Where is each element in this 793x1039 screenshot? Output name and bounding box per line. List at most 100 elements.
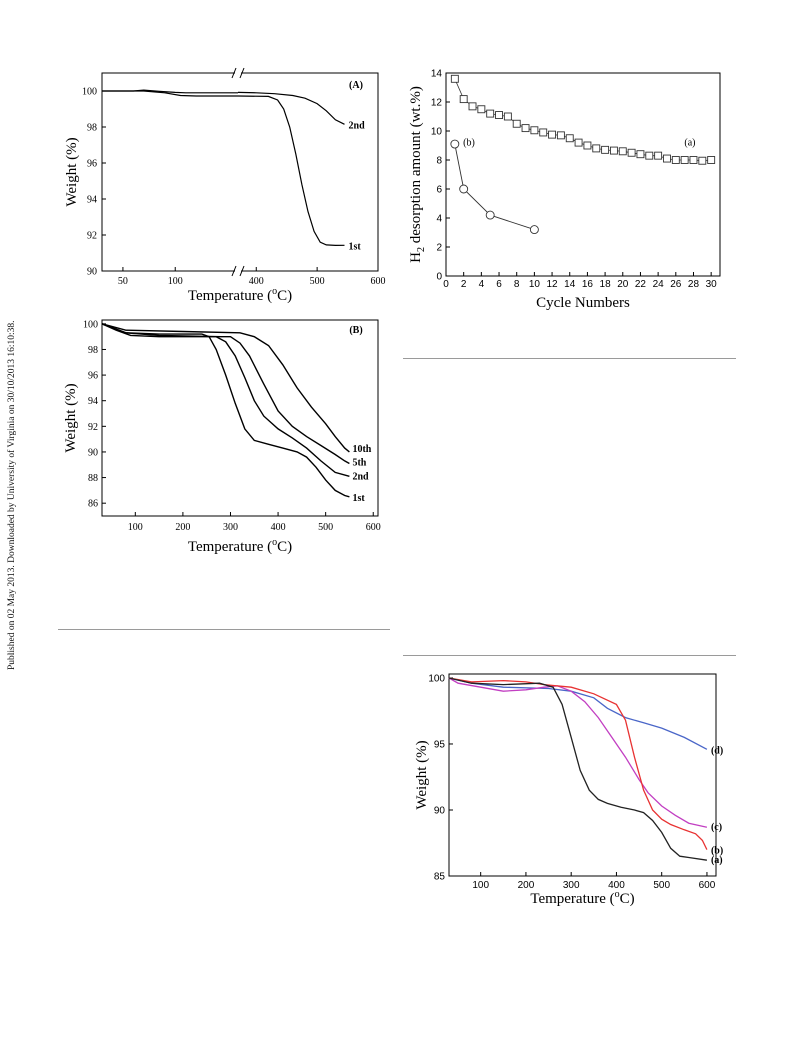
series-label: 1st — [352, 493, 365, 504]
y-tick-label: 95 — [434, 739, 446, 750]
series-label: 10th — [352, 444, 371, 455]
x-tick-label: 500 — [318, 522, 333, 533]
x-tick-label: 12 — [547, 279, 559, 290]
series-label: 2nd — [349, 120, 366, 131]
data-point-square — [512, 119, 521, 128]
data-point-square — [450, 74, 459, 83]
series-label: 2nd — [352, 471, 369, 482]
series-label: (c) — [711, 822, 722, 833]
y-tick-label: 100 — [428, 673, 445, 684]
x-tick-label: 24 — [653, 279, 665, 290]
panel-label: (A) — [349, 80, 363, 91]
y-tick-label: 96 — [87, 159, 97, 170]
data-point-square — [486, 109, 495, 118]
y-tick-label: 2 — [436, 243, 442, 254]
y-tick-label: 96 — [88, 371, 98, 382]
series-line-(b) — [448, 677, 708, 850]
data-point-square — [645, 151, 654, 160]
x-tick-label: 400 — [249, 276, 264, 287]
series-label-b: (b) — [463, 138, 475, 149]
plot-frame — [101, 72, 379, 272]
x-tick-label: 400 — [271, 522, 286, 533]
data-point-square — [707, 156, 716, 164]
y-tick-label: 88 — [88, 473, 98, 484]
plot-frame — [445, 72, 721, 277]
x-axis-label: Temperature (oC) — [530, 889, 634, 907]
y-tick-label: 8 — [436, 156, 442, 167]
plot-frame — [101, 319, 379, 517]
x-axis-label: Cycle Numbers — [536, 295, 630, 311]
x-tick-label: 20 — [617, 279, 629, 290]
series-label: 5th — [352, 457, 366, 468]
x-tick-label: 8 — [514, 279, 520, 290]
x-tick-label: 200 — [175, 522, 190, 533]
y-tick-label: 90 — [434, 805, 446, 816]
x-tick-label: 600 — [371, 276, 386, 287]
x-tick-label: 600 — [366, 522, 381, 533]
series-line-(d) — [448, 677, 708, 750]
data-point-square — [495, 111, 503, 120]
series-line-2nd — [101, 323, 350, 477]
data-point-square — [565, 134, 574, 143]
x-tick-label: 400 — [608, 880, 625, 891]
data-point-square — [663, 154, 671, 163]
series-label-a: (a) — [684, 138, 695, 149]
data-point-square — [671, 156, 680, 164]
axis-break-mark — [239, 67, 245, 79]
y-axis-label: Weight (%) — [414, 740, 430, 809]
data-point-square — [530, 126, 539, 135]
x-tick-label: 16 — [582, 279, 594, 290]
data-point-square — [521, 124, 530, 133]
x-axis-label: Temperature (oC) — [188, 286, 292, 304]
data-point-square — [503, 112, 512, 121]
data-point-circle — [485, 210, 495, 220]
data-point-square — [627, 148, 636, 157]
series-line-(c) — [448, 677, 708, 828]
x-tick-label: 2 — [461, 279, 467, 290]
x-tick-label: 600 — [699, 880, 716, 891]
chart-C: 85 90 95 100 100 200 300 400 500 600 (d) (c) (b)(a) T… — [414, 673, 723, 907]
y-tick-label: 86 — [88, 499, 98, 510]
x-tick-label: 50 — [118, 276, 128, 287]
data-point-square — [477, 105, 486, 114]
data-point-square — [680, 156, 689, 164]
y-tick-label: 14 — [431, 69, 443, 80]
y-axis-label: Weight (%) — [64, 137, 80, 206]
x-tick-label: 0 — [443, 279, 449, 290]
axis-break-mark — [231, 67, 237, 79]
plot-frame — [448, 673, 717, 877]
y-axis-label: Weight (%) — [63, 383, 79, 452]
data-point-square — [609, 146, 618, 155]
y-tick-label: 12 — [431, 98, 443, 109]
divider-left — [58, 629, 390, 630]
data-point-square — [618, 147, 627, 156]
divider-right-bottom — [403, 655, 736, 656]
y-tick-label: 90 — [87, 267, 97, 278]
divider-right-top — [403, 358, 736, 359]
data-point-square — [689, 156, 698, 164]
x-tick-label: 200 — [518, 880, 535, 891]
chart-A: 90 92 94 96 98 100 50 100 400 500 600 2nd 1st (A) Temp… — [64, 67, 386, 304]
y-tick-label: 92 — [88, 422, 98, 433]
x-tick-label: 500 — [310, 276, 325, 287]
series-label: (a) — [711, 855, 723, 866]
y-tick-label: 92 — [87, 231, 97, 242]
y-tick-label: 6 — [436, 185, 442, 196]
x-tick-label: 26 — [670, 279, 682, 290]
x-tick-label: 14 — [564, 279, 576, 290]
data-point-circle — [529, 225, 539, 235]
series-line-2nd — [237, 91, 345, 125]
series-line-b — [454, 143, 535, 231]
y-tick-label: 0 — [436, 272, 442, 283]
side-note: Published on 02 May 2013. Downloaded by … — [6, 320, 17, 670]
x-tick-label: 100 — [128, 522, 143, 533]
x-tick-label: 10 — [529, 279, 541, 290]
axis-break-mark — [231, 265, 237, 277]
data-point-square — [539, 128, 548, 137]
chart-B: 86 88 90 92 94 96 98 100 100 200 300 400 500 600 10th 5… — [63, 319, 381, 555]
panel-label: (B) — [349, 325, 362, 336]
x-tick-label: 22 — [635, 279, 647, 290]
x-tick-label: 18 — [600, 279, 612, 290]
axis-break-gap-top — [235, 69, 241, 77]
